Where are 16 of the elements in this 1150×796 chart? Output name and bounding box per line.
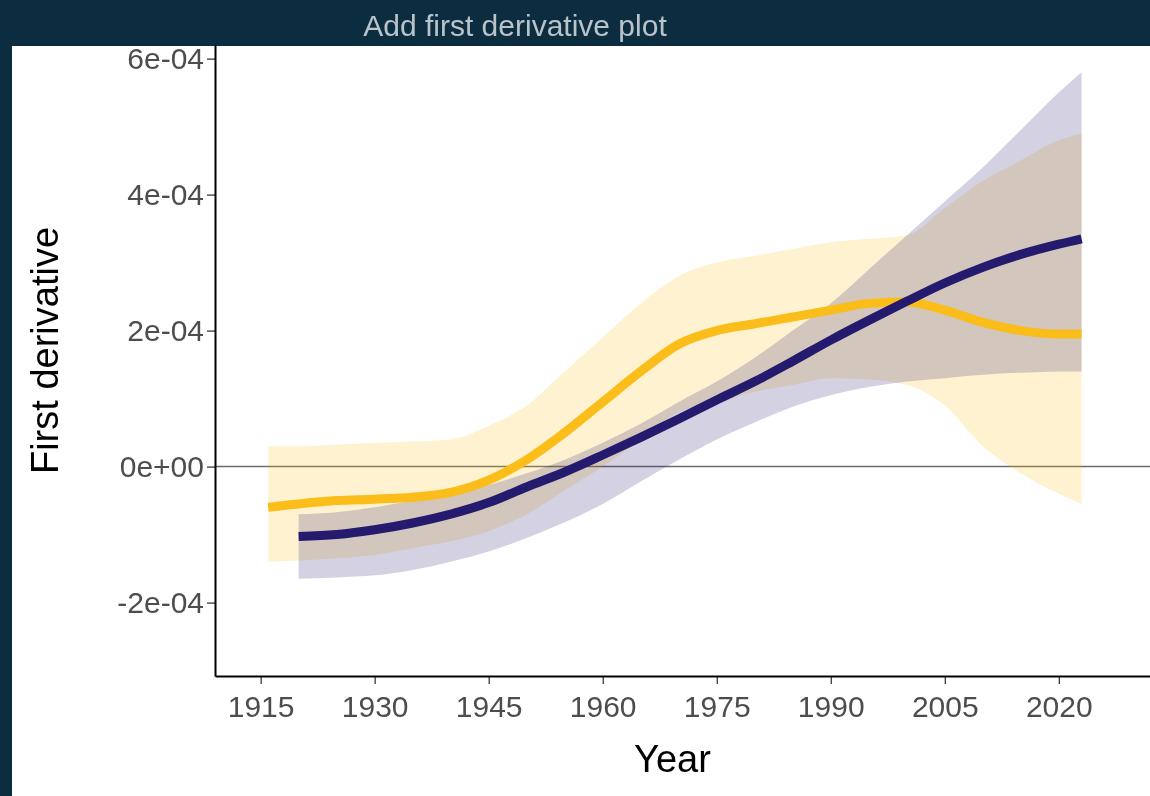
y-tick-label: 0e+00 (119, 449, 204, 483)
x-tick-label: 2005 (911, 690, 979, 723)
x-tick-label: 1960 (569, 690, 637, 723)
y-tick-label: 4e-04 (127, 177, 204, 211)
x-tick-label: 1945 (455, 690, 523, 723)
x-tick-label: 2020 (1025, 690, 1093, 723)
y-tick-label: 2e-04 (127, 313, 204, 347)
y-tick-label: -2e-04 (117, 585, 204, 619)
x-tick-label: 1930 (341, 690, 409, 723)
y-tick-label: 6e-04 (127, 41, 204, 75)
chart-title: Add first derivative plot (363, 9, 668, 42)
x-axis-title: Year (634, 738, 712, 780)
y-axis-title: First derivative (24, 226, 66, 475)
x-tick-label: 1990 (797, 690, 865, 723)
x-tick-label: 1975 (683, 690, 751, 723)
x-tick-label: 1915 (227, 690, 295, 723)
